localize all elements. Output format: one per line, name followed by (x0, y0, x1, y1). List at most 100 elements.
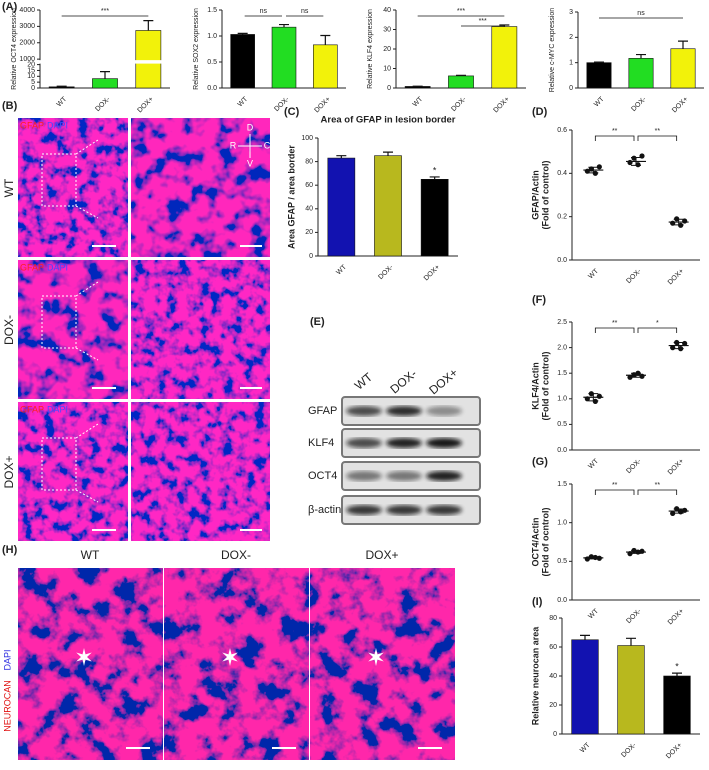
x-tick-label: DOX+ (313, 96, 332, 115)
error-bar (336, 155, 347, 159)
x-tick-label: WT (56, 95, 69, 108)
y-tick-label: 0 (553, 731, 557, 738)
y-tick-label: 1000 (19, 56, 35, 63)
y-tick-label: 5 (31, 79, 35, 86)
bar (135, 30, 162, 89)
x-tick-label: DOX- (625, 607, 643, 625)
bar (670, 48, 696, 89)
orientation-label: D (247, 122, 254, 132)
y-axis-label: (Fold of control) (540, 352, 550, 421)
stain-label: DAPI (47, 262, 68, 272)
significance-mark: * (433, 165, 437, 175)
axis-break (36, 60, 166, 64)
bar (374, 155, 402, 257)
significance-bracket (594, 327, 635, 333)
y-tick-label: 10 (383, 65, 391, 72)
significance-label: ** (655, 128, 661, 135)
chart: 0.0 0.5 1.0 1.5 2.0 2.5 KLF4/Actin (Fold of con… (530, 319, 700, 476)
error-bar (580, 634, 590, 640)
panel-letter: (B) (2, 100, 18, 112)
significance-label: ns (260, 8, 268, 15)
data-point (592, 398, 598, 404)
y-axis-label: GFAP/Actin (530, 170, 540, 220)
row-label: DOX+ (2, 455, 16, 488)
zoom-box (41, 437, 77, 491)
panel-letter: (H) (2, 544, 18, 556)
x-tick-label: WT (412, 95, 425, 108)
chart: 0.0 0.2 0.4 0.6 GFAP/Actin (Fold of control) W… (530, 127, 700, 286)
x-tick-label: DOX- (94, 95, 112, 113)
x-tick-label: WT (587, 457, 600, 470)
y-tick-label: 2 (569, 34, 573, 41)
y-tick-label: 3000 (19, 23, 35, 30)
error-bar (429, 176, 440, 180)
y-axis-label: Relative neurocan area (530, 626, 540, 726)
y-tick-label: 0.0 (557, 597, 567, 604)
bar (313, 44, 338, 89)
x-tick-label: DOX+ (423, 264, 442, 283)
micrograph (18, 568, 163, 760)
blot-band (426, 505, 462, 515)
data-point (670, 510, 676, 516)
panel-letter: (C) (284, 106, 300, 118)
bar (628, 58, 654, 89)
significance-label: ** (612, 128, 618, 135)
y-tick-label: 20 (549, 702, 557, 709)
bar (327, 157, 356, 257)
micrograph-zoom (131, 118, 270, 257)
y-tick-label: 4000 (19, 7, 35, 14)
bar (491, 26, 518, 89)
y-tick-label: 0.2 (557, 214, 567, 221)
panel-letter: (F) (532, 294, 546, 306)
y-tick-label: 0.4 (557, 170, 567, 177)
band-label: OCT4 (308, 470, 337, 482)
stain-label: GFAP (20, 404, 44, 414)
error-bar (588, 393, 599, 402)
y-tick-label: 60 (305, 182, 313, 189)
x-tick-label: DOX- (377, 263, 395, 281)
y-tick-label: 15 (27, 67, 35, 74)
error-bar (237, 32, 248, 35)
y-axis-label: Relative KLF4 expression (367, 9, 374, 89)
significance-label: *** (457, 8, 465, 15)
blot-band (386, 438, 422, 448)
x-tick-label: DOX+ (492, 96, 511, 115)
band-label: GFAP (308, 405, 337, 417)
y-tick-label: 10 (27, 73, 35, 80)
micrograph (164, 568, 309, 760)
y-tick-label: 80 (549, 615, 557, 622)
lane-label: DOX+ (426, 365, 460, 397)
y-tick-label: 0.6 (557, 127, 567, 134)
blot-band (386, 505, 422, 515)
y-tick-label: 20 (305, 229, 313, 236)
blot-band (346, 471, 382, 481)
stain-label: GFAP (20, 120, 44, 130)
zoom-line (75, 423, 99, 439)
error-bar (678, 40, 688, 49)
blot-band (386, 471, 422, 481)
data-point (631, 155, 637, 161)
micrograph (18, 118, 128, 257)
micrograph (18, 402, 128, 541)
chart: 0.0 0.5 1.0 1.5 Relative SOX2 expression WT DO… (193, 7, 346, 114)
stain-label: DAPI (47, 404, 68, 414)
error-bar (100, 71, 110, 79)
bar (230, 34, 255, 89)
panel-letter: (G) (532, 456, 548, 468)
significance-label: *** (479, 18, 487, 25)
significance-label: ** (612, 482, 618, 489)
blot-band (426, 438, 462, 448)
x-tick-label: DOX- (620, 741, 638, 759)
y-tick-label: 2000 (19, 40, 35, 47)
significance-bracket (637, 327, 678, 333)
y-tick-label: 0 (569, 85, 573, 92)
significance-label: ns (637, 10, 645, 17)
lane-label: DOX- (387, 366, 419, 396)
bar (663, 675, 691, 735)
y-tick-label: 60 (549, 644, 557, 651)
error-bar (636, 53, 646, 59)
panel-letter: (I) (532, 596, 543, 608)
blot-band (346, 438, 382, 448)
